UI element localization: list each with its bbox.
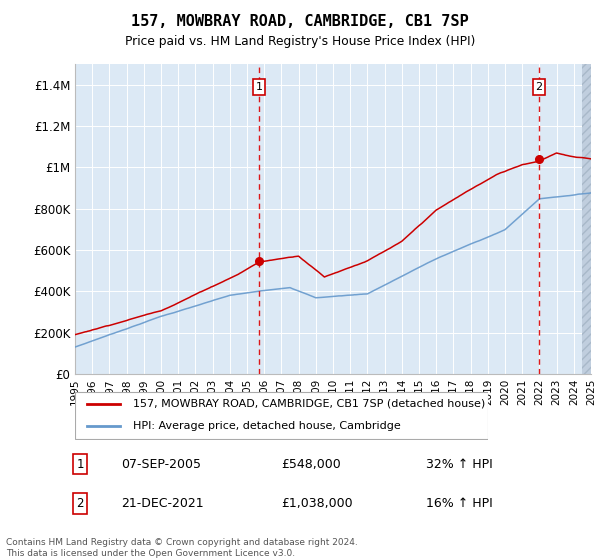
- Text: Price paid vs. HM Land Registry's House Price Index (HPI): Price paid vs. HM Land Registry's House …: [125, 35, 475, 49]
- Text: 07-SEP-2005: 07-SEP-2005: [121, 458, 202, 471]
- Bar: [583, 64, 591, 374]
- Text: 2: 2: [535, 82, 542, 92]
- Bar: [583, 64, 591, 374]
- Text: 157, MOWBRAY ROAD, CAMBRIDGE, CB1 7SP (detached house): 157, MOWBRAY ROAD, CAMBRIDGE, CB1 7SP (d…: [133, 399, 485, 409]
- Text: 1: 1: [256, 82, 262, 92]
- Text: Contains HM Land Registry data © Crown copyright and database right 2024.
This d: Contains HM Land Registry data © Crown c…: [6, 538, 358, 558]
- Text: 2: 2: [76, 497, 84, 510]
- Text: 1: 1: [76, 458, 84, 471]
- Text: 16% ↑ HPI: 16% ↑ HPI: [426, 497, 493, 510]
- Text: £1,038,000: £1,038,000: [281, 497, 353, 510]
- Text: 21-DEC-2021: 21-DEC-2021: [121, 497, 204, 510]
- Text: 157, MOWBRAY ROAD, CAMBRIDGE, CB1 7SP: 157, MOWBRAY ROAD, CAMBRIDGE, CB1 7SP: [131, 15, 469, 30]
- Text: £548,000: £548,000: [281, 458, 341, 471]
- FancyBboxPatch shape: [75, 391, 488, 438]
- Text: 32% ↑ HPI: 32% ↑ HPI: [426, 458, 493, 471]
- Text: HPI: Average price, detached house, Cambridge: HPI: Average price, detached house, Camb…: [133, 421, 401, 431]
